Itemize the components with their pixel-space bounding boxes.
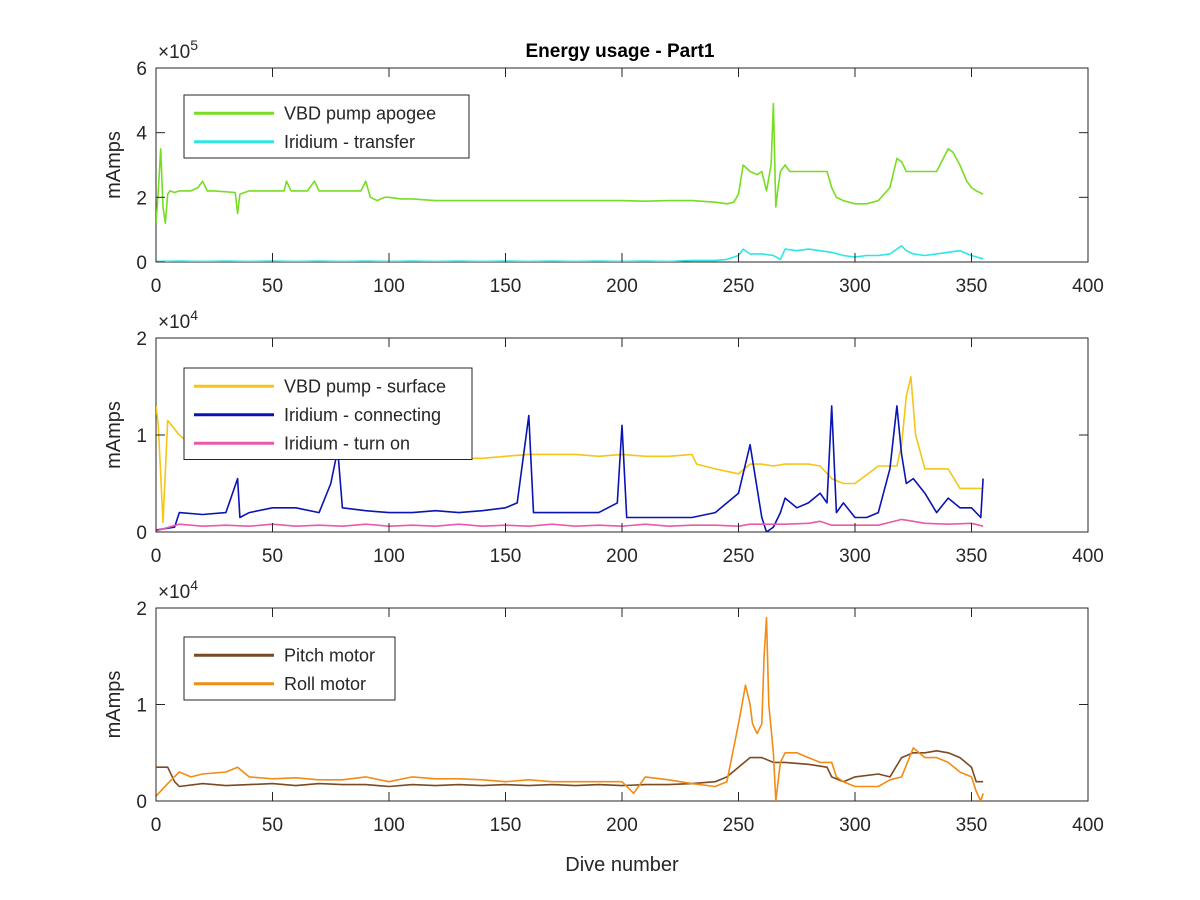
legend-label-pitch-motor: Pitch motor <box>284 645 375 665</box>
series-line-iridium-connecting <box>156 405 984 532</box>
x-ticks: 0 50 100 150 200 250 300 350 400 <box>151 608 1104 836</box>
x-tick-label: 150 <box>490 815 522 836</box>
legend-label-vbd-pump-apogee: VBD pump apogee <box>284 103 436 123</box>
legend-label-roll-motor: Roll motor <box>284 674 366 694</box>
subplot-2: 0 50 100 150 200 250 300 350 400 0 1 2 ×104 mAmps VBD … <box>103 307 1104 567</box>
y-ticks: 0 1 2 <box>136 599 1088 813</box>
x-tick-label: 300 <box>839 815 871 836</box>
y-axis-label: mAmps <box>103 671 125 739</box>
x-tick-label: 150 <box>490 276 522 297</box>
x-tick-label: 0 <box>151 276 162 297</box>
y-axis-label: mAmps <box>103 131 125 199</box>
x-tick-label: 400 <box>1072 815 1104 836</box>
y-tick-label: 1 <box>136 426 147 447</box>
x-tick-label: 200 <box>606 276 638 297</box>
x-ticks: 0 50 100 150 200 250 300 350 400 <box>151 68 1104 297</box>
legend-label-iridium-turn-on: Iridium - turn on <box>284 433 410 453</box>
y-tick-label: 4 <box>136 124 147 145</box>
y-exponent-power: 4 <box>190 577 198 593</box>
legend-label-iridium-connecting: Iridium - connecting <box>284 405 441 425</box>
y-exponent-base: ×10 <box>158 582 190 603</box>
legend-box <box>183 636 396 701</box>
x-tick-label: 150 <box>490 546 522 567</box>
y-exponent-power: 5 <box>190 37 198 53</box>
x-tick-label: 400 <box>1072 276 1104 297</box>
y-tick-label: 0 <box>136 792 147 813</box>
x-tick-label: 250 <box>723 815 755 836</box>
subplot-3: 0 50 100 150 200 250 300 350 400 0 1 2 ×104 mAmps Dive… <box>103 577 1104 876</box>
y-tick-label: 6 <box>136 59 147 80</box>
x-tick-label: 200 <box>606 546 638 567</box>
subplots: 0 50 100 150 200 250 300 350 4000246×105mAmpsVBD… <box>103 37 1104 876</box>
y-exponent-base: ×10 <box>158 312 190 333</box>
legend-label-iridium-transfer: Iridium - transfer <box>284 132 415 152</box>
x-tick-label: 100 <box>373 815 405 836</box>
x-tick-label: 300 <box>839 276 871 297</box>
y-exponent-power: 4 <box>190 307 198 323</box>
subplot-1: 0 50 100 150 200 250 300 350 400 0 2 4 6 ×105 mAmps VBD… <box>103 37 1104 297</box>
x-axis-label: Dive number <box>565 854 679 876</box>
x-tick-label: 50 <box>262 815 283 836</box>
legend: Pitch motor Roll motor <box>183 636 396 701</box>
figure-title: Energy usage - Part1 <box>525 41 714 62</box>
y-exponent-label: ×104 <box>158 307 198 333</box>
y-axis-label: mAmps <box>103 401 125 469</box>
x-ticks: 0 50 100 150 200 250 300 350 400 <box>151 338 1104 567</box>
y-exponent-label: ×105 <box>158 37 198 63</box>
series-lines <box>156 102 984 262</box>
x-tick-label: 50 <box>262 546 283 567</box>
series-line-iridium-turn-on <box>156 518 984 532</box>
x-tick-label: 350 <box>956 276 988 297</box>
x-tick-label: 0 <box>151 546 162 567</box>
legend: VBD pump apogee Iridium - transfer <box>183 94 470 159</box>
y-ticks: 0 2 4 6 <box>136 59 1088 274</box>
x-tick-label: 50 <box>262 276 283 297</box>
y-ticks: 0 1 2 <box>136 329 1088 544</box>
x-tick-label: 0 <box>151 815 162 836</box>
y-tick-label: 2 <box>136 188 147 209</box>
x-tick-label: 100 <box>373 276 405 297</box>
x-tick-label: 200 <box>606 815 638 836</box>
x-tick-label: 350 <box>956 546 988 567</box>
x-tick-label: 100 <box>373 546 405 567</box>
x-tick-label: 350 <box>956 815 988 836</box>
series-line-iridium-transfer <box>156 245 984 262</box>
y-exponent-base: ×10 <box>158 42 190 63</box>
y-tick-label: 1 <box>136 696 147 717</box>
series-lines <box>156 616 984 801</box>
series-line-vbd-pump-apogee <box>156 102 984 224</box>
y-tick-label: 2 <box>136 329 147 350</box>
legend-box <box>183 94 470 159</box>
series-line-pitch-motor <box>156 749 984 788</box>
x-tick-label: 400 <box>1072 546 1104 567</box>
x-tick-label: 250 <box>723 276 755 297</box>
y-tick-label: 2 <box>136 599 147 620</box>
y-tick-label: 0 <box>136 253 147 274</box>
y-tick-label: 0 <box>136 523 147 544</box>
y-exponent-label: ×104 <box>158 577 198 603</box>
legend: VBD pump - surface Iridium - connecting Ir… <box>183 367 473 460</box>
series-line-roll-motor <box>156 616 984 801</box>
legend-label-vbd-pump-surface: VBD pump - surface <box>284 376 446 396</box>
x-tick-label: 250 <box>723 546 755 567</box>
x-tick-label: 300 <box>839 546 871 567</box>
